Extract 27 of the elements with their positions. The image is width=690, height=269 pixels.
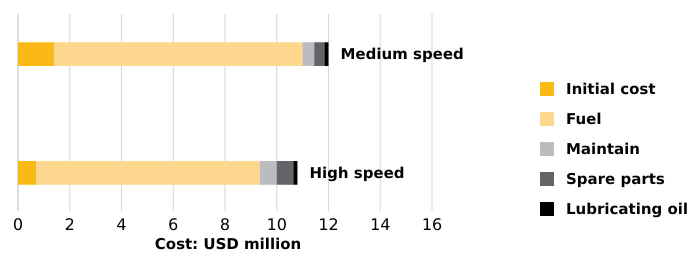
bar xyxy=(276,161,294,185)
legend-label: Lubricating oil xyxy=(566,200,688,218)
legend-label: Fuel xyxy=(566,110,602,128)
bar xyxy=(260,161,277,185)
x-tick-label: 4 xyxy=(116,215,127,234)
x-tick-label: 2 xyxy=(64,215,75,234)
bar xyxy=(54,42,303,66)
bar xyxy=(18,161,36,185)
legend-label: Maintain xyxy=(566,140,640,158)
x-tick-label: 16 xyxy=(422,215,442,234)
x-tick-label: 12 xyxy=(318,215,339,234)
bar xyxy=(36,161,260,185)
x-tick-label: 10 xyxy=(266,215,287,234)
x-tick-label: 8 xyxy=(220,215,230,234)
bar xyxy=(302,42,314,66)
bar xyxy=(18,42,54,66)
legend-label: Spare parts xyxy=(566,170,665,188)
x-axis-title: Cost: USD million xyxy=(154,235,302,253)
bar xyxy=(324,42,328,66)
bar xyxy=(294,161,298,185)
y-tick-label: Medium speed xyxy=(340,45,464,64)
y-tick-label: High speed xyxy=(309,164,405,182)
x-tick-label: 6 xyxy=(168,215,178,234)
x-tick-label: 14 xyxy=(370,215,390,234)
bar xyxy=(314,42,325,66)
x-tick-label: 0 xyxy=(12,215,24,234)
legend-label: Initial cost xyxy=(566,80,656,98)
